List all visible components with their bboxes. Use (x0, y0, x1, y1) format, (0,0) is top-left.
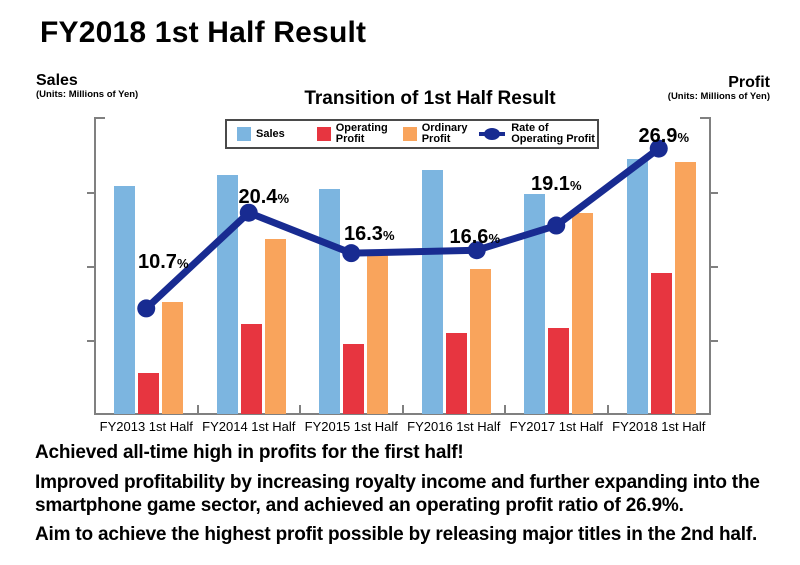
bar-ordinary-profit-fy2015-1st-half (367, 249, 389, 414)
x-axis-tick (299, 405, 301, 413)
bar-operating-profit-fy2018-1st-half (650, 273, 672, 414)
y-axis-right (709, 117, 711, 415)
bar-operating-profit-fy2013-1st-half (138, 372, 160, 414)
bar-sales-fy2014-1st-half (216, 174, 238, 414)
legend-label-rate-of-operating-profit: Rate of Operating Profit (511, 122, 595, 145)
page-title: FY2018 1st Half Result (40, 16, 367, 49)
rate-unit: % (382, 228, 395, 244)
bar-operating-profit-fy2015-1st-half (343, 344, 365, 414)
commentary-block: Achieved all-time high in profits for th… (35, 441, 799, 546)
rate-unit: % (677, 129, 689, 145)
right-axis-caption: Profit (Units: Millions of Yen) (668, 74, 770, 102)
operating-profit-swatch-icon (316, 127, 331, 141)
x-axis-category-label: FY2014 1st Half (202, 419, 296, 434)
y-axis-left-tick (87, 192, 94, 194)
y-axis-left-tick (87, 340, 94, 342)
legend-item-sales: Sales (237, 127, 285, 141)
y-axis-left-tick (87, 266, 94, 268)
bar-operating-profit-fy2017-1st-half (548, 328, 570, 414)
y-axis-left-top-tick (94, 117, 105, 119)
x-axis-tick (401, 405, 404, 413)
rate-value: 16.3 (344, 223, 383, 246)
bar-operating-profit-fy2016-1st-half (445, 332, 467, 414)
chart-title: Transition of 1st Half Result (304, 88, 556, 109)
bar-ordinary-profit-fy2014-1st-half (264, 239, 286, 414)
commentary-line-3: Aim to achieve the highest profit possib… (35, 523, 758, 545)
rate-point-fy2013-1st-half (137, 299, 156, 318)
legend-label-operating-profit: Operating Profit (335, 122, 388, 145)
legend-item-rate-of-operating-profit: Rate of Operating Profit (478, 123, 597, 145)
commentary-line-1: Achieved all-time high in profits for th… (35, 442, 464, 463)
x-axis (94, 413, 711, 415)
y-axis-right-tick (711, 340, 718, 342)
rate-point-fy2017-1st-half (547, 216, 566, 235)
left-axis-units: (Units: Millions of Yen) (36, 89, 139, 100)
left-axis-title: Sales (36, 72, 78, 89)
rate-value: 16.6 (449, 226, 489, 249)
x-axis-category-label: FY2015 1st Half (304, 419, 398, 434)
x-axis-tick (504, 405, 506, 413)
rate-data-label-fy2014-1st-half: 20.4% (214, 186, 314, 209)
y-axis-right-tick (711, 192, 718, 194)
legend-label-sales: Sales (256, 127, 285, 140)
rate-value: 10.7 (138, 251, 177, 274)
bar-ordinary-profit-fy2016-1st-half (469, 268, 491, 414)
ordinary-profit-swatch-icon (402, 127, 417, 141)
y-axis-right-top-tick (700, 117, 711, 119)
x-axis-category-label: FY2013 1st Half (99, 419, 193, 434)
commentary-line-2: Improved profitability by increasing roy… (35, 471, 760, 517)
rate-data-label-fy2015-1st-half: 16.3% (319, 223, 419, 246)
bar-sales-fy2016-1st-half (421, 169, 443, 414)
rate-line-dot-icon (479, 128, 506, 140)
legend-item-operating-profit: Operating Profit (316, 122, 388, 145)
x-axis-category-label: FY2017 1st Half (509, 419, 603, 434)
left-axis-caption: Sales (Units: Millions of Yen) (36, 72, 138, 100)
rate-data-label-fy2017-1st-half: 19.1% (506, 173, 606, 196)
rate-data-label-fy2016-1st-half: 16.6% (425, 226, 525, 249)
rate-unit: % (176, 256, 189, 272)
rate-data-label-fy2018-1st-half: 26.9% (614, 125, 714, 148)
right-axis-title: Profit (728, 74, 770, 91)
bar-ordinary-profit-fy2018-1st-half (674, 162, 696, 414)
rate-unit: % (488, 231, 500, 247)
rate-value: 19.1 (531, 172, 570, 195)
x-axis-category-label: FY2018 1st Half (612, 419, 706, 434)
rate-unit: % (569, 177, 582, 193)
rate-data-label-fy2013-1st-half: 10.7% (113, 251, 213, 274)
chart-plot-area: FY2013 1st Half FY2014 1st Half FY2015 1st… (87, 117, 718, 434)
sales-swatch-icon (237, 127, 251, 141)
rate-point-fy2015-1st-half (342, 244, 361, 263)
bar-ordinary-profit-fy2017-1st-half (572, 212, 594, 414)
y-axis-right-tick (711, 266, 718, 268)
rate-unit: % (277, 190, 289, 206)
bar-sales-fy2017-1st-half (524, 194, 546, 414)
bar-ordinary-profit-fy2013-1st-half (162, 301, 184, 414)
x-axis-category-label: FY2016 1st Half (407, 419, 501, 434)
rate-value: 20.4 (238, 185, 278, 208)
x-axis-tick (606, 405, 609, 413)
x-axis-tick (196, 405, 199, 413)
bar-sales-fy2013-1st-half (114, 186, 136, 414)
rate-value: 26.9 (638, 124, 678, 147)
bar-operating-profit-fy2014-1st-half (240, 323, 262, 414)
legend-label-ordinary-profit: Ordinary Profit (421, 122, 468, 145)
legend-item-ordinary-profit: Ordinary Profit (402, 122, 471, 145)
bar-sales-fy2018-1st-half (626, 158, 648, 414)
y-axis-left (94, 117, 96, 415)
right-axis-units: (Units: Millions of Yen) (667, 91, 770, 102)
